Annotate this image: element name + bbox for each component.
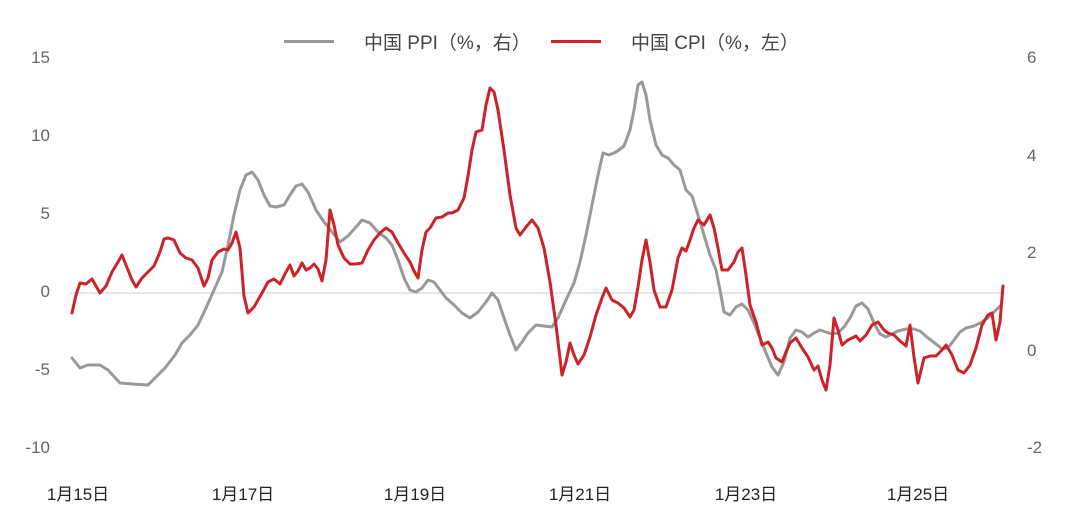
x-tick: 1月23日	[714, 485, 778, 504]
x-tick: 1月17日	[211, 485, 275, 504]
ppi-series-line	[70, 80, 1002, 387]
y-right-tick: -2	[1027, 438, 1043, 457]
y-left-tick: 10	[31, 126, 50, 145]
legend-item-ppi: 中国 PPI（%，右）	[284, 28, 531, 55]
y-left-tick: 0	[40, 282, 50, 301]
x-tick: 1月15日	[46, 485, 110, 504]
y-left-tick: -5	[34, 360, 50, 379]
y-left-tick: -10	[25, 438, 50, 457]
y-right-tick: 6	[1027, 48, 1037, 67]
legend-swatch-ppi	[284, 40, 334, 43]
x-tick: 1月21日	[548, 485, 612, 504]
y-left-tick: 5	[40, 204, 50, 223]
legend-item-cpi: 中国 CPI（%，左）	[551, 28, 799, 55]
legend-label-cpi: 中国 CPI（%，左）	[631, 33, 799, 54]
x-tick: 1月19日	[383, 485, 447, 504]
x-tick: 1月25日	[886, 485, 950, 504]
legend-swatch-cpi	[551, 40, 601, 43]
legend-label-ppi: 中国 PPI（%，右）	[364, 33, 531, 54]
y-right-tick: 0	[1027, 341, 1037, 360]
cpi-series-line	[70, 86, 1005, 392]
y-left-tick: 15	[31, 48, 50, 67]
y-right-tick: 4	[1027, 146, 1037, 165]
y-right-tick: 2	[1027, 243, 1037, 262]
chart-legend: 中国 PPI（%，右） 中国 CPI（%，左）	[0, 28, 1080, 58]
